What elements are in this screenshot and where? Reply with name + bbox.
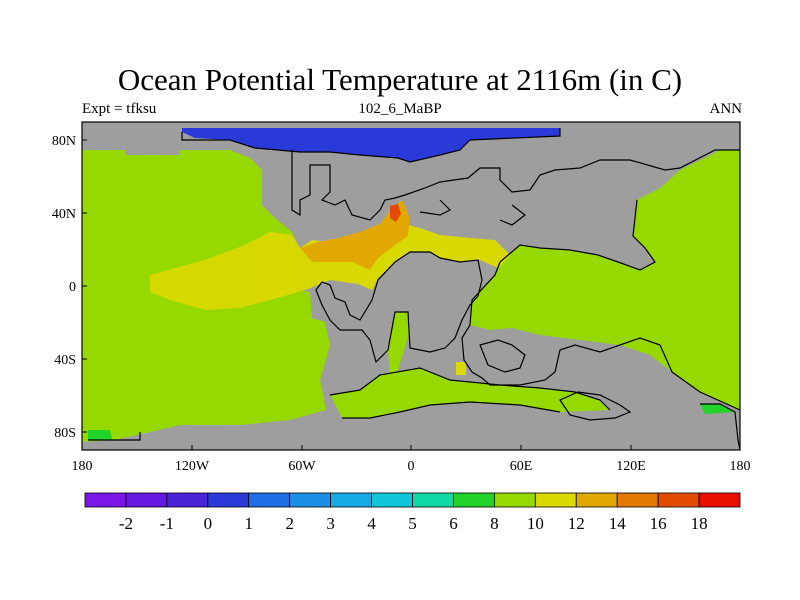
arctic-ocean-region xyxy=(182,128,560,162)
colorbar-label: 4 xyxy=(367,514,376,533)
tropical-atlantic-warm-band xyxy=(150,222,510,310)
colorbar-label: 12 xyxy=(568,514,585,533)
colorbar-label: 5 xyxy=(408,514,417,533)
colorbar: -2 -1 0 1 2 3 4 5 6 8 10 12 14 16 18 xyxy=(84,492,741,533)
lon-tick-label: 60W xyxy=(288,459,316,474)
coastline xyxy=(291,149,740,221)
coastline xyxy=(329,367,611,411)
latitude-axis: 80N 40N 0 40S 80S xyxy=(52,134,87,441)
lat-tick-label: 0 xyxy=(69,280,76,295)
colorbar-label: 0 xyxy=(204,514,213,533)
lat-tick-label: 80S xyxy=(54,426,76,441)
colorbar-swatch xyxy=(166,492,209,508)
season-label: ANN xyxy=(709,101,743,117)
colorbar-label: 3 xyxy=(326,514,335,533)
colorbar-swatch xyxy=(207,492,250,508)
colorbar-swatch xyxy=(534,492,577,508)
lat-tick-label: 80N xyxy=(52,134,76,149)
colorbar-swatch xyxy=(84,492,127,508)
lon-tick-label: 180 xyxy=(730,459,751,474)
colorbar-label: 16 xyxy=(650,514,667,533)
lat-tick-label: 40N xyxy=(52,207,76,222)
lat-tick-label: 40S xyxy=(54,353,76,368)
south-atlantic-region xyxy=(388,312,410,378)
colorbar-swatch xyxy=(330,492,372,508)
colorbar-label: 6 xyxy=(449,514,458,533)
lon-tick-label: 120W xyxy=(175,459,210,474)
colorbar-label: 2 xyxy=(285,514,294,533)
colorbar-label: 14 xyxy=(609,514,627,533)
colorbar-label: 8 xyxy=(490,514,499,533)
colorbar-swatch xyxy=(125,492,168,508)
coastline xyxy=(181,128,561,163)
colorbar-label: 10 xyxy=(527,514,544,533)
colorbar-swatch xyxy=(575,492,618,508)
lon-tick-label: 0 xyxy=(408,459,415,474)
lon-tick-label: 180 xyxy=(72,459,93,474)
coastline xyxy=(419,199,452,216)
coastline xyxy=(461,199,741,411)
coastline xyxy=(700,403,741,451)
colorbar-swatch xyxy=(248,492,291,508)
coastline xyxy=(479,339,526,373)
map-title: Ocean Potential Temperature at 2116m (in… xyxy=(117,62,683,97)
map-field xyxy=(81,121,741,451)
lon-tick-label: 120E xyxy=(616,459,646,474)
lon-tick-label: 60E xyxy=(510,459,533,474)
colorbar-swatch xyxy=(657,492,700,508)
colorbar-label: 18 xyxy=(691,514,708,533)
experiment-label: Expt = tfksu xyxy=(82,101,157,117)
colorbar-swatch xyxy=(289,492,332,508)
coastline xyxy=(342,401,561,419)
southern-cold-patch xyxy=(88,430,112,440)
colorbar-swatch xyxy=(616,492,659,508)
colorbar-label: -1 xyxy=(160,514,174,533)
north-atlantic-warm-pool xyxy=(300,200,410,270)
coastlines xyxy=(88,128,741,451)
colorbar-swatch xyxy=(371,492,413,508)
coastline xyxy=(499,204,526,226)
colorbar-label: 1 xyxy=(245,514,254,533)
coastline xyxy=(559,391,632,421)
case-label: 102_6_MaBP xyxy=(358,101,442,117)
colorbar-swatch xyxy=(493,492,536,508)
colorbar-swatch xyxy=(698,492,741,508)
colorbar-swatch xyxy=(412,492,454,508)
north-atlantic-hot-spot xyxy=(390,204,401,222)
south-atlantic-warm-patch xyxy=(456,362,466,375)
southern-ocean-region xyxy=(330,368,610,418)
southeast-cold-patch xyxy=(700,404,735,414)
coastline xyxy=(315,251,483,364)
colorbar-label: -2 xyxy=(119,514,133,533)
west-pacific-region xyxy=(470,150,740,410)
longitude-axis: 180 120W 60W 0 60E 120E 180 xyxy=(72,445,751,474)
colorbar-swatch xyxy=(453,492,495,508)
coastline xyxy=(88,432,141,441)
